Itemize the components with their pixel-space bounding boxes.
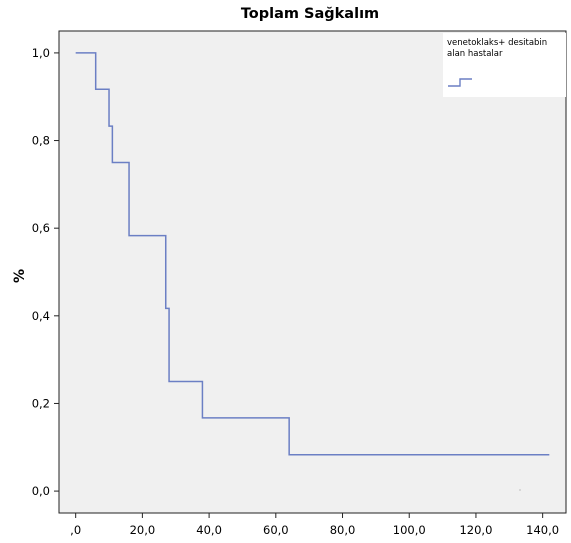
y-tick-label: 0,6 — [32, 221, 50, 235]
x-tick-label: 100,0 — [393, 523, 426, 537]
x-tick-label: 60,0 — [263, 523, 289, 537]
plot-area — [58, 30, 567, 514]
y-axis: 0,0 0,2 0,4 0,6 0,8 1,0 — [32, 46, 59, 498]
x-tick-label: 120,0 — [459, 523, 492, 537]
y-tick-label: 0,4 — [32, 309, 50, 323]
x-tick-label: 20,0 — [130, 523, 156, 537]
censor-mark — [519, 489, 521, 491]
legend-label-line-2: alan hastalar — [447, 49, 503, 59]
chart-title: Toplam Sağkalım — [241, 6, 379, 22]
legend-label-line-1: venetoklaks+ desitabin — [447, 38, 547, 48]
y-axis-title: % — [12, 269, 28, 283]
x-tick-label: 140,0 — [526, 523, 559, 537]
y-tick-label: 0,0 — [32, 484, 50, 498]
legend: venetoklaks+ desitabin alan hastalar — [443, 33, 566, 97]
y-tick-label: 1,0 — [32, 46, 50, 60]
y-tick-label: 0,2 — [32, 396, 50, 410]
x-axis: ,0 20,0 40,0 60,0 80,0 100,0 120,0 140,0 — [70, 513, 559, 537]
legend-box — [443, 33, 566, 97]
x-tick-label: 40,0 — [196, 523, 222, 537]
x-tick-label: ,0 — [70, 523, 81, 537]
y-tick-label: 0,8 — [32, 134, 50, 148]
legend-swatch — [448, 78, 472, 87]
series-group — [75, 52, 550, 456]
legend-label: venetoklaks+ desitabin alan hastalar — [447, 38, 550, 59]
x-tick-label: 80,0 — [330, 523, 356, 537]
survival-step-line — [75, 52, 550, 456]
